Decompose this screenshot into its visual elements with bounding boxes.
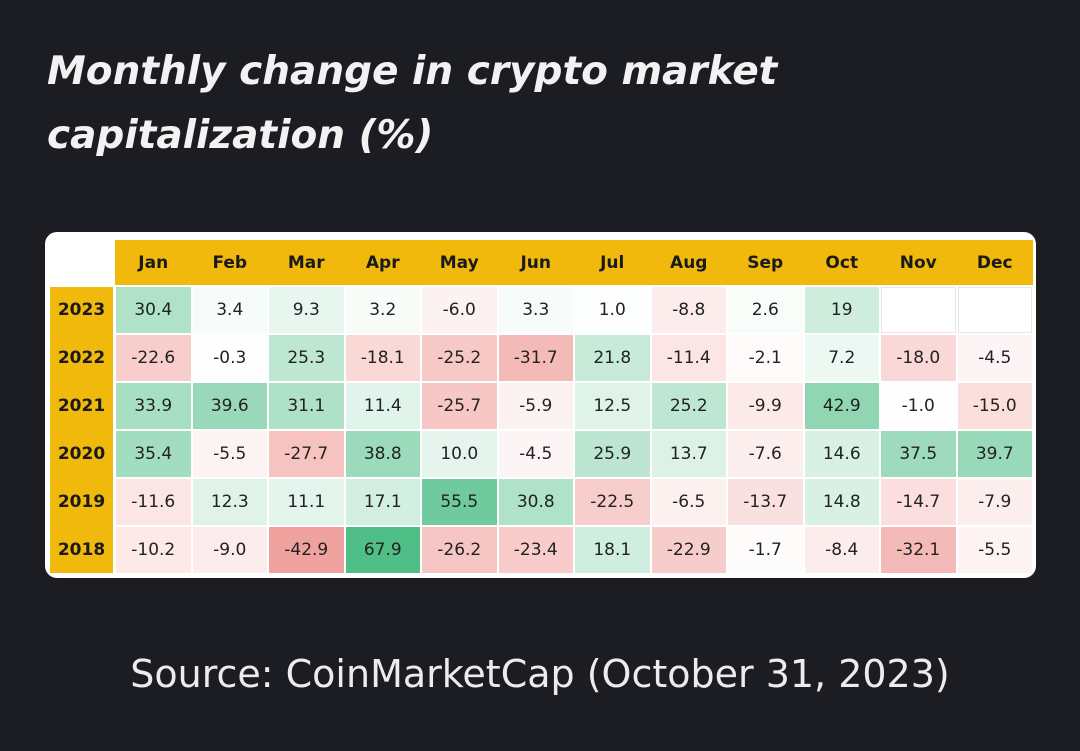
value-cell: -5.5	[192, 431, 267, 477]
value-cell: 2.6	[728, 287, 803, 333]
value-cell: -6.0	[422, 287, 497, 333]
value-cell: 30.8	[498, 479, 573, 525]
value-cell: 12.5	[575, 383, 650, 429]
value-cell: -9.0	[192, 527, 267, 573]
column-header: Oct	[803, 240, 880, 285]
empty-cell	[957, 287, 1032, 333]
column-header: Apr	[344, 240, 421, 285]
column-header: Feb	[191, 240, 268, 285]
value-cell: 33.9	[116, 383, 191, 429]
value-cell: 35.4	[116, 431, 191, 477]
value-cell: -26.2	[422, 527, 497, 573]
value-cell: -8.4	[804, 527, 879, 573]
value-cell: 39.7	[957, 431, 1032, 477]
value-cell: -31.7	[498, 335, 573, 381]
value-cell: 9.3	[269, 287, 344, 333]
value-cell: -0.3	[192, 335, 267, 381]
value-cell: 55.5	[422, 479, 497, 525]
value-cell: -1.0	[881, 383, 956, 429]
column-header: Aug	[650, 240, 727, 285]
value-cell: 25.3	[269, 335, 344, 381]
value-cell: -22.9	[651, 527, 726, 573]
value-cell: 67.9	[345, 527, 420, 573]
row-header: 2019	[57, 492, 106, 512]
value-cell: -15.0	[957, 383, 1032, 429]
value-cell: 11.4	[345, 383, 420, 429]
value-cell: 3.3	[498, 287, 573, 333]
value-cell: 14.8	[804, 479, 879, 525]
value-cell: -32.1	[881, 527, 956, 573]
source: Source: CoinMarketCap (October 31, 2023)	[130, 652, 950, 696]
value-cell: 18.1	[575, 527, 650, 573]
row-header: 2022	[57, 348, 106, 368]
column-header: Mar	[268, 240, 345, 285]
heatmap-table: Jan Feb Mar Apr May Jun Jul Aug Sep Oct Nov Dec 2023…	[45, 232, 1036, 578]
value-cell: -7.9	[957, 479, 1032, 525]
value-cell: 39.6	[192, 383, 267, 429]
value-cell: 19	[804, 287, 879, 333]
value-cell: -4.5	[957, 335, 1032, 381]
value-cell: 1.0	[575, 287, 650, 333]
row-header: 2020	[57, 444, 106, 464]
value-cell: -11.4	[651, 335, 726, 381]
value-cell: 3.4	[192, 287, 267, 333]
value-cell: 25.2	[651, 383, 726, 429]
value-cell: 38.8	[345, 431, 420, 477]
value-cell: -27.7	[269, 431, 344, 477]
column-header: Sep	[727, 240, 804, 285]
value-cell: -2.1	[728, 335, 803, 381]
value-cell: -5.9	[498, 383, 573, 429]
value-cell: 13.7	[651, 431, 726, 477]
value-cell: 10.0	[422, 431, 497, 477]
value-cell: -7.6	[728, 431, 803, 477]
column-header: Jul	[574, 240, 651, 285]
column-header: May	[421, 240, 498, 285]
value-cell: -5.5	[957, 527, 1032, 573]
empty-cell	[881, 287, 956, 333]
value-cell: 42.9	[804, 383, 879, 429]
value-cell: 17.1	[345, 479, 420, 525]
value-cell: -6.5	[651, 479, 726, 525]
value-cell: -25.2	[422, 335, 497, 381]
value-cell: -22.6	[116, 335, 191, 381]
value-cell: -22.5	[575, 479, 650, 525]
value-cell: 30.4	[116, 287, 191, 333]
row-header: 2018	[57, 540, 106, 560]
value-cell: 31.1	[269, 383, 344, 429]
value-cell: -23.4	[498, 527, 573, 573]
column-header: Jan	[115, 240, 192, 285]
value-cell: -42.9	[269, 527, 344, 573]
value-cell: 3.2	[345, 287, 420, 333]
value-cell: 12.3	[192, 479, 267, 525]
value-cell: -18.0	[881, 335, 956, 381]
value-cell: -8.8	[651, 287, 726, 333]
column-header: Nov	[880, 240, 957, 285]
value-cell: 25.9	[575, 431, 650, 477]
value-cell: -25.7	[422, 383, 497, 429]
value-cell: -13.7	[728, 479, 803, 525]
year-band	[50, 287, 113, 573]
value-cell: -14.7	[881, 479, 956, 525]
value-cell: 7.2	[804, 335, 879, 381]
row-header: 2021	[57, 396, 106, 416]
value-cell: -4.5	[498, 431, 573, 477]
value-cell: -9.9	[728, 383, 803, 429]
value-cell: 11.1	[269, 479, 344, 525]
value-cell: -1.7	[728, 527, 803, 573]
value-cell: 21.8	[575, 335, 650, 381]
row-header: 2023	[57, 300, 106, 320]
column-header: Jun	[497, 240, 574, 285]
value-cell: -10.2	[116, 527, 191, 573]
column-header: Dec	[956, 240, 1033, 285]
value-cell: 37.5	[881, 431, 956, 477]
value-cell: -11.6	[116, 479, 191, 525]
value-cell: 14.6	[804, 431, 879, 477]
title: Monthly change in crypto market capitali…	[47, 49, 778, 158]
value-cell: -18.1	[345, 335, 420, 381]
